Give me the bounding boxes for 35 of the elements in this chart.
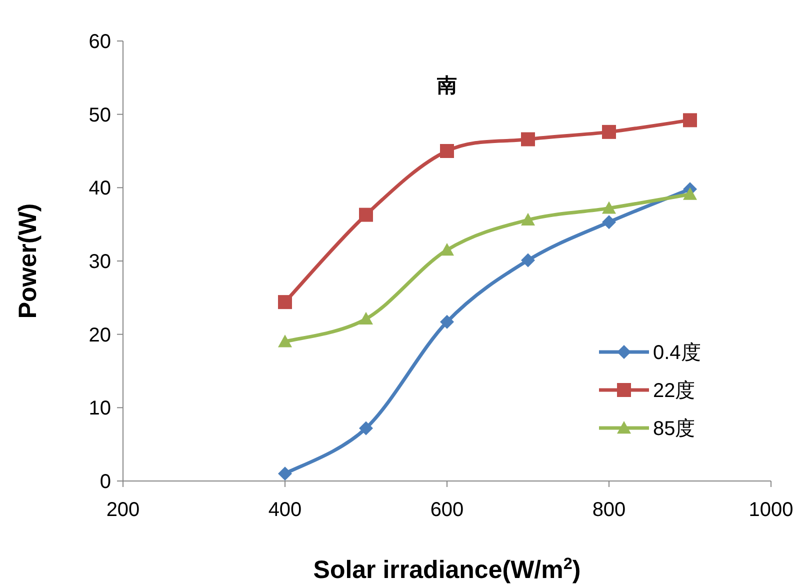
point <box>521 253 535 268</box>
point <box>440 243 454 256</box>
legend-label: 85度 <box>653 418 696 440</box>
point <box>359 312 373 325</box>
point <box>683 187 697 200</box>
x-tick-label: 1000 <box>748 499 794 521</box>
point <box>521 212 535 226</box>
y-tick-label: 40 <box>88 178 111 200</box>
legend-label: 0.4度 <box>653 342 701 364</box>
x-axis-title: Solar irradiance(W/m$^{2}$) <box>313 555 581 584</box>
y-tick-label: 30 <box>88 251 111 273</box>
point <box>359 421 373 436</box>
x-tick-label: 800 <box>592 499 626 521</box>
point <box>683 113 697 128</box>
point <box>278 334 292 348</box>
point <box>440 314 454 329</box>
point <box>521 132 535 146</box>
point <box>602 201 616 214</box>
y-tick-label: 50 <box>88 104 111 126</box>
point <box>602 124 616 139</box>
y-tick-label: 60 <box>88 31 111 53</box>
y-tick-label: 10 <box>88 398 111 420</box>
point <box>440 144 454 158</box>
y-tick-label: 20 <box>88 324 111 346</box>
y-tick-label: 0 <box>100 471 111 493</box>
point <box>278 466 292 481</box>
point <box>359 208 373 222</box>
x-tick-label: 600 <box>430 499 464 521</box>
x-tick-label: 400 <box>268 499 302 521</box>
point <box>602 215 616 230</box>
point <box>278 295 292 310</box>
text: 南 <box>436 75 457 97</box>
legend-label: 22度 <box>653 380 696 402</box>
x-tick-label: 200 <box>106 499 140 521</box>
y-axis-title: Power(W) <box>14 203 42 319</box>
